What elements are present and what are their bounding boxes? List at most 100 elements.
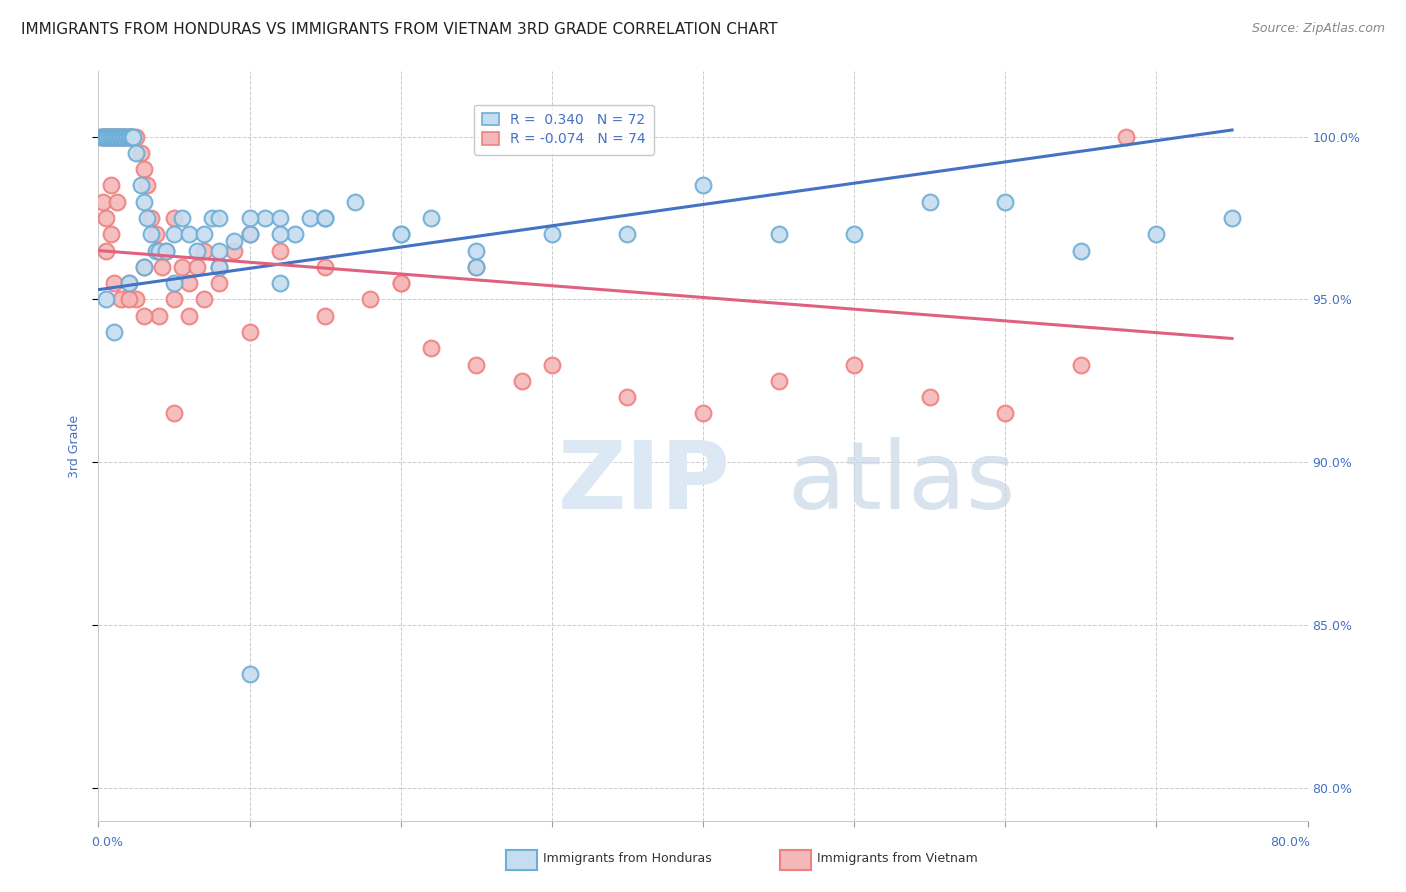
Point — [93, 129, 115, 144]
Point — [118, 293, 141, 307]
Point — [465, 260, 488, 274]
Point — [239, 211, 262, 225]
Point — [129, 178, 152, 193]
Point — [918, 390, 941, 404]
Point — [108, 129, 131, 144]
Point — [111, 129, 134, 144]
Point — [208, 244, 231, 258]
Point — [284, 227, 307, 242]
Point — [186, 244, 208, 258]
Point — [768, 374, 790, 388]
Point — [314, 211, 336, 225]
Point — [1146, 227, 1168, 242]
Point — [125, 129, 148, 144]
Point — [269, 227, 291, 242]
Point — [155, 244, 177, 258]
Point — [91, 129, 114, 144]
Point — [120, 129, 142, 144]
Point — [1070, 358, 1092, 372]
Point — [170, 211, 193, 225]
Point — [201, 211, 224, 225]
Point — [360, 293, 382, 307]
Point — [90, 129, 112, 144]
Point — [112, 129, 135, 144]
Point — [239, 667, 262, 681]
Point — [844, 358, 866, 372]
Point — [129, 145, 152, 160]
Point — [465, 358, 488, 372]
Point — [208, 260, 231, 274]
Point — [100, 129, 122, 144]
Point — [107, 129, 129, 144]
Point — [105, 194, 128, 209]
Point — [125, 145, 148, 160]
Point — [100, 227, 122, 242]
Point — [94, 129, 117, 144]
Point — [314, 309, 336, 323]
Point — [768, 227, 790, 242]
Point — [314, 260, 336, 274]
Point — [141, 211, 163, 225]
Point — [239, 227, 262, 242]
Point — [100, 178, 122, 193]
Point — [103, 129, 125, 144]
Point — [91, 129, 114, 144]
Point — [110, 129, 132, 144]
Legend: R =  0.340   N = 72, R = -0.074   N = 74: R = 0.340 N = 72, R = -0.074 N = 74 — [474, 104, 654, 154]
Point — [540, 227, 562, 242]
Text: IMMIGRANTS FROM HONDURAS VS IMMIGRANTS FROM VIETNAM 3RD GRADE CORRELATION CHART: IMMIGRANTS FROM HONDURAS VS IMMIGRANTS F… — [21, 22, 778, 37]
Point — [90, 129, 112, 144]
Point — [101, 129, 124, 144]
Point — [122, 129, 145, 144]
Point — [163, 293, 186, 307]
Point — [179, 309, 201, 323]
Point — [145, 244, 167, 258]
Point — [170, 260, 193, 274]
Point — [103, 325, 125, 339]
Point — [844, 227, 866, 242]
Point — [135, 211, 157, 225]
Point — [103, 276, 125, 290]
Point — [115, 129, 138, 144]
Point — [239, 325, 262, 339]
Point — [208, 260, 231, 274]
Point — [120, 129, 142, 144]
Point — [103, 129, 125, 144]
Point — [1115, 129, 1137, 144]
Text: Immigrants from Vietnam: Immigrants from Vietnam — [817, 852, 977, 864]
Point — [110, 129, 132, 144]
Point — [692, 178, 714, 193]
Point — [994, 194, 1017, 209]
Text: 0.0%: 0.0% — [91, 837, 124, 849]
Point — [118, 276, 141, 290]
Point — [420, 211, 443, 225]
Text: 80.0%: 80.0% — [1271, 837, 1310, 849]
Point — [918, 194, 941, 209]
Point — [101, 129, 124, 144]
Point — [193, 244, 215, 258]
Point — [163, 227, 186, 242]
Point — [104, 129, 127, 144]
Point — [269, 244, 291, 258]
Point — [135, 178, 157, 193]
Text: Immigrants from Honduras: Immigrants from Honduras — [543, 852, 711, 864]
Point — [616, 390, 638, 404]
Point — [465, 244, 488, 258]
Point — [540, 358, 562, 372]
Point — [994, 406, 1017, 420]
Point — [193, 227, 215, 242]
Point — [93, 129, 115, 144]
Point — [141, 227, 163, 242]
Point — [163, 276, 186, 290]
Point — [125, 293, 148, 307]
Point — [91, 194, 114, 209]
Point — [111, 129, 134, 144]
Point — [148, 244, 170, 258]
Point — [253, 211, 276, 225]
Point — [114, 129, 136, 144]
Point — [155, 244, 177, 258]
Point — [94, 293, 117, 307]
Text: Source: ZipAtlas.com: Source: ZipAtlas.com — [1251, 22, 1385, 36]
Point — [145, 227, 167, 242]
Point — [132, 260, 155, 274]
